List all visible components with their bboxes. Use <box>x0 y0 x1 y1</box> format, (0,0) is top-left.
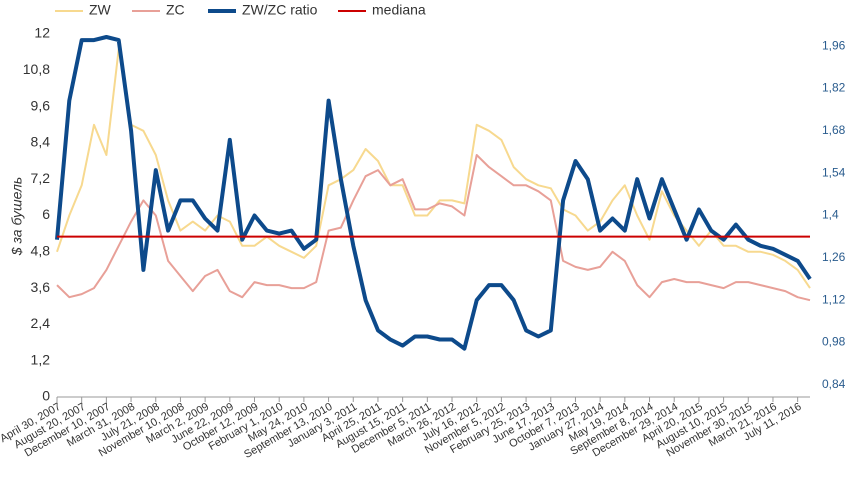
y-tick-label: 7,2 <box>31 170 51 186</box>
y-tick-label: 2,4 <box>31 315 51 331</box>
y-tick-label: 4,8 <box>31 243 51 259</box>
y2-tick-label: 1,26 <box>822 250 846 264</box>
y2-tick-label: 0,98 <box>822 335 846 349</box>
y-tick-label: 10,8 <box>23 61 50 77</box>
legend-label: ZW/ZC ratio <box>242 2 318 18</box>
y-axis-title: $ за бушель <box>9 177 25 256</box>
series-line <box>56 48 811 289</box>
y2-tick-label: 1,54 <box>822 165 846 179</box>
y-tick-label: 9,6 <box>31 97 51 113</box>
legend-label: ZC <box>166 2 185 18</box>
y2-tick-label: 0,84 <box>822 377 846 391</box>
y2-tick-label: 1,96 <box>822 38 846 52</box>
series-line <box>55 35 812 351</box>
y-tick-label: 8,4 <box>31 134 51 150</box>
legend-label: mediana <box>372 2 426 18</box>
y2-tick-label: 1,68 <box>822 123 846 137</box>
y-tick-label: 12 <box>34 25 50 41</box>
y2-tick-label: 1,12 <box>822 292 846 306</box>
y-tick-label: 3,6 <box>31 279 51 295</box>
plot-area <box>55 35 812 351</box>
y-tick-label: 0 <box>42 388 50 404</box>
y2-tick-label: 1,82 <box>822 81 846 95</box>
legend-label: ZW <box>89 2 112 18</box>
series-line <box>56 154 811 302</box>
y-tick-label: 1,2 <box>31 351 51 367</box>
y2-tick-label: 1,4 <box>822 208 839 222</box>
y-tick-label: 6 <box>42 206 50 222</box>
